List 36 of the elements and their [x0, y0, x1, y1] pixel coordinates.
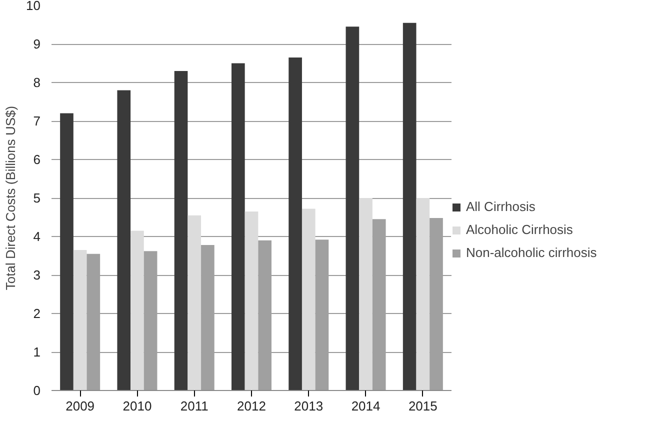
- bar: [73, 250, 87, 390]
- y-tick-label: 8: [33, 75, 41, 90]
- legend-label: All Cirrhosis: [466, 199, 536, 214]
- bar: [232, 63, 245, 390]
- y-tick-label: 4: [33, 229, 41, 244]
- legend-label: Alcoholic Cirrhosis: [466, 222, 573, 237]
- y-tick-label: 7: [33, 114, 41, 128]
- y-tick-label: 2: [33, 306, 41, 321]
- x-tick-label: 2015: [408, 398, 438, 414]
- x-tick-label: 2009: [66, 398, 95, 414]
- bar: [416, 198, 430, 390]
- y-tick-label: 5: [33, 190, 41, 206]
- bar: [174, 70, 188, 390]
- bar: [244, 211, 258, 390]
- x-tick-label: 2013: [294, 398, 324, 414]
- bar: [302, 208, 316, 390]
- bar: [359, 198, 372, 390]
- bar: [402, 22, 416, 390]
- bar: [60, 113, 74, 390]
- bar: [130, 230, 144, 390]
- y-axis-title: Total Direct Costs (Billions US$): [3, 106, 18, 290]
- bar: [117, 90, 131, 390]
- x-tick-label: 2012: [237, 398, 266, 414]
- y-tick-label: 10: [26, 0, 41, 13]
- y-tick-label: 3: [33, 268, 41, 282]
- bar: [288, 57, 302, 390]
- y-tick-label: 6: [33, 152, 41, 167]
- legend-label: Non-alcoholic cirrhosis: [466, 245, 597, 260]
- y-tick-label: 1: [33, 344, 41, 360]
- y-tick-label: 0: [33, 383, 41, 398]
- bar: [346, 26, 360, 390]
- x-tick-label: 2011: [180, 398, 208, 414]
- y-tick-label: 9: [33, 36, 41, 52]
- x-tick-label: 2014: [351, 398, 380, 414]
- x-tick-label: 2010: [122, 398, 152, 414]
- bar: [188, 215, 202, 390]
